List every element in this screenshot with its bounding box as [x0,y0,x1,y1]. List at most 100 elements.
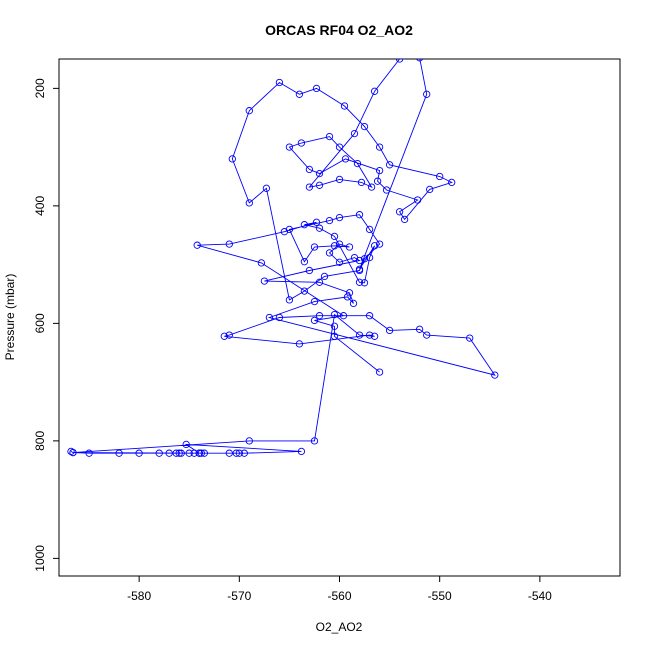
data-point [197,449,205,457]
data-point [375,143,384,151]
data-point [195,449,203,457]
data-point [315,278,324,286]
data-point [335,258,344,266]
data-point [262,184,271,192]
data-point [341,155,350,163]
data-point [355,331,364,339]
data-point [330,242,339,250]
data-point [365,331,374,339]
data-point [355,265,364,273]
data-point [373,177,382,185]
data-point [375,166,384,175]
data-point [325,216,334,225]
data-point [310,297,319,306]
data-point [225,240,233,248]
data-point [257,259,266,267]
data-point [190,449,198,457]
data-point [320,272,329,281]
data-point [297,139,306,147]
x-tick-label: -580 [127,589,151,603]
data-point [491,371,499,379]
data-point [295,340,304,348]
data-point [330,322,339,330]
data-point [175,449,183,457]
data-point [310,316,319,325]
series-line [70,59,496,454]
data-point [355,211,364,219]
data-point [172,449,180,457]
data-point [228,155,236,163]
data-point [335,240,344,248]
data-point [365,225,374,234]
data-point [335,175,344,184]
data-point [340,102,349,110]
x-tick-label: -560 [327,589,351,603]
x-axis: -580 -570 -560 -550 -540 [127,576,552,603]
data-point [155,449,163,457]
data-point [200,449,208,457]
data-point [315,312,324,320]
data-point [285,143,294,151]
data-point [375,240,384,248]
data-point [416,59,424,62]
data-point [367,183,376,191]
data-point [295,90,304,98]
data-point [355,278,364,286]
data-point [260,277,269,285]
data-point [185,449,193,457]
data-point [325,249,334,257]
data-point [343,293,352,301]
data-point [305,266,314,275]
data-point [370,242,379,250]
data-point [365,312,374,320]
data-point [315,169,324,178]
x-tick-label: -570 [227,589,251,603]
data-point [339,312,348,320]
data-point [225,449,233,457]
data-point [345,289,354,297]
y-tick-label: 600 [33,313,47,333]
data-point [413,196,422,204]
data-point [357,178,366,187]
data-point [330,310,339,319]
x-tick-label: -540 [528,589,552,603]
data-point [85,449,93,457]
data-point [426,185,434,194]
data-point [423,90,431,98]
data-point [245,437,253,445]
plot-frame [58,58,621,577]
data-point [370,87,379,95]
data-point [382,186,391,194]
data-point [365,253,374,262]
data-point [235,449,243,457]
data-point [375,368,384,376]
x-tick-label: -550 [428,589,452,603]
data-point [350,253,359,262]
data-point [312,84,321,93]
data-point [423,331,431,339]
data-point [335,143,344,151]
data-point [69,448,77,457]
y-axis-label: Pressure (mbar) [3,274,17,361]
data-point [240,449,248,457]
data-point [466,334,474,342]
data-point [280,228,289,236]
data-point [315,181,324,189]
data-point [349,299,358,308]
data-point [360,255,369,263]
data-point [360,122,369,131]
data-point [385,326,394,335]
y-tick-label: 1000 [33,545,47,572]
data-point [353,159,362,168]
data-point [245,199,253,207]
y-tick-label: 400 [33,196,47,216]
data-point [395,59,404,63]
data-point [360,279,369,287]
data-point [325,132,334,141]
data-point [275,78,284,87]
data-point [177,449,185,457]
data-point [245,107,253,115]
data-point [315,224,324,232]
data-point [285,296,294,304]
